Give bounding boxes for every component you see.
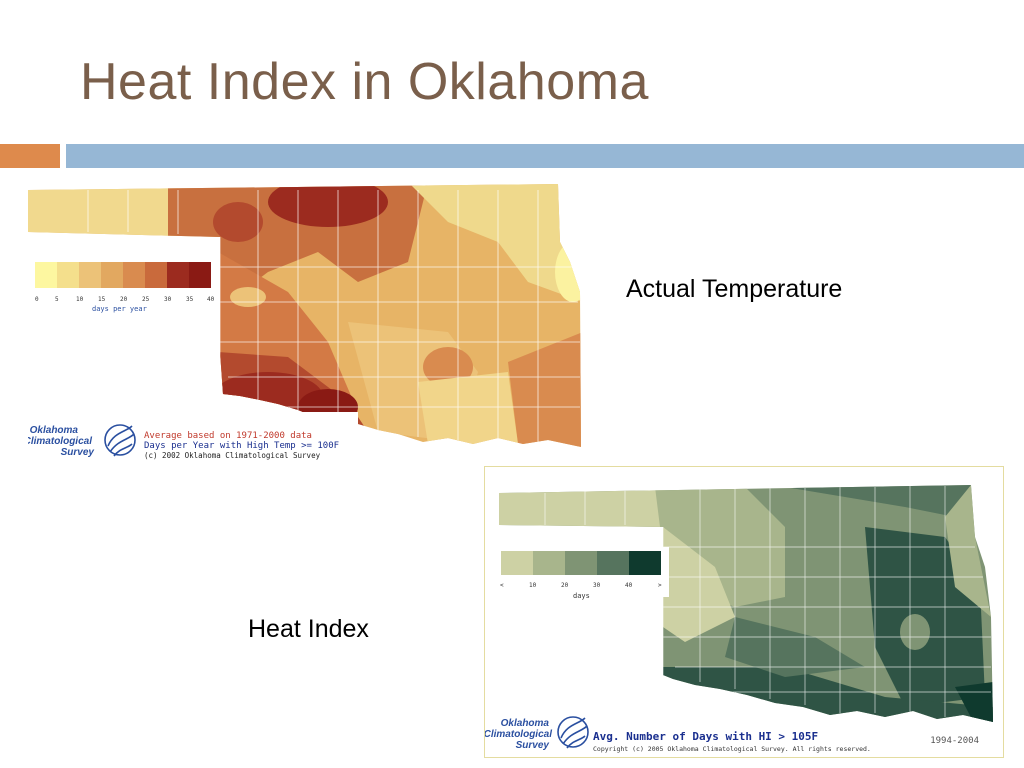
heat-index-map-frame: < 10 20 30 40 > days Oklahoma Climatolog… <box>484 466 1004 758</box>
legend-swatch <box>35 262 57 288</box>
legend-tick: 25 <box>142 296 150 303</box>
svg-text:Climatological: Climatological <box>485 729 552 740</box>
svg-text:Oklahoma: Oklahoma <box>501 718 550 729</box>
legend-swatch <box>101 262 123 288</box>
legend-swatch <box>167 262 189 288</box>
legend-swatch <box>79 262 101 288</box>
legend-swatch <box>189 262 211 288</box>
legend-swatch <box>597 551 629 575</box>
legend-tick: 40 <box>207 296 215 303</box>
legend-tick: 20 <box>561 582 569 589</box>
heat-index-note-2: Copyright (c) 2005 Oklahoma Climatologic… <box>593 745 871 753</box>
legend-tick: 15 <box>98 296 106 303</box>
legend-tick: 30 <box>593 582 601 589</box>
ocs-logo-2: Oklahoma Climatological Survey <box>485 716 589 751</box>
legend-tick: < <box>500 582 504 589</box>
temperature-note-3: (c) 2002 Oklahoma Climatological Survey <box>144 451 321 460</box>
temperature-legend: 0 5 10 15 20 25 30 35 40 days per year <box>33 261 218 315</box>
legend-swatch <box>629 551 661 575</box>
legend-tick: 10 <box>76 296 84 303</box>
legend-tick: 0 <box>35 296 39 303</box>
svg-text:Oklahoma: Oklahoma <box>30 425 79 436</box>
temperature-map: 0 5 10 15 20 25 30 35 40 days per year O… <box>28 184 581 467</box>
temperature-note-2: Days per Year with High Temp >= 100F <box>144 441 339 451</box>
legend-tick: 30 <box>164 296 172 303</box>
heat-index-note-1: Avg. Number of Days with HI > 105F <box>593 730 818 743</box>
caption-actual-temperature: Actual Temperature <box>626 275 843 303</box>
legend-swatch <box>533 551 565 575</box>
legend-tick: 35 <box>186 296 194 303</box>
heat-index-legend: < 10 20 30 40 > days <box>499 547 669 600</box>
legend-tick: 40 <box>625 582 633 589</box>
legend-swatch <box>57 262 79 288</box>
legend-swatch <box>565 551 597 575</box>
ocs-swirl-icon <box>557 716 589 749</box>
legend-swatch <box>501 551 533 575</box>
accent-bar-orange <box>0 144 60 168</box>
legend-swatch <box>123 262 145 288</box>
legend-unit: days per year <box>92 305 147 313</box>
accent-bar-blue <box>66 144 1024 168</box>
legend-tick: 5 <box>55 296 59 303</box>
legend-tick: > <box>658 582 662 589</box>
ocs-swirl-icon <box>104 424 136 457</box>
legend-tick: 10 <box>529 582 537 589</box>
legend-unit: days <box>573 592 590 600</box>
slide-title: Heat Index in Oklahoma <box>80 53 649 111</box>
svg-text:Climatological: Climatological <box>28 436 92 447</box>
heat-index-period: 1994-2004 <box>930 736 979 746</box>
ocs-logo: Oklahoma Climatological Survey <box>28 412 358 467</box>
caption-heat-index: Heat Index <box>248 615 369 643</box>
temperature-note-1: Average based on 1971-2000 data <box>144 431 312 441</box>
legend-tick: 20 <box>120 296 128 303</box>
legend-swatch <box>145 262 167 288</box>
svg-text:Survey: Survey <box>61 447 95 458</box>
heat-index-map: < 10 20 30 40 > days Oklahoma Climatolog… <box>485 485 993 753</box>
svg-text:Survey: Survey <box>516 740 550 751</box>
